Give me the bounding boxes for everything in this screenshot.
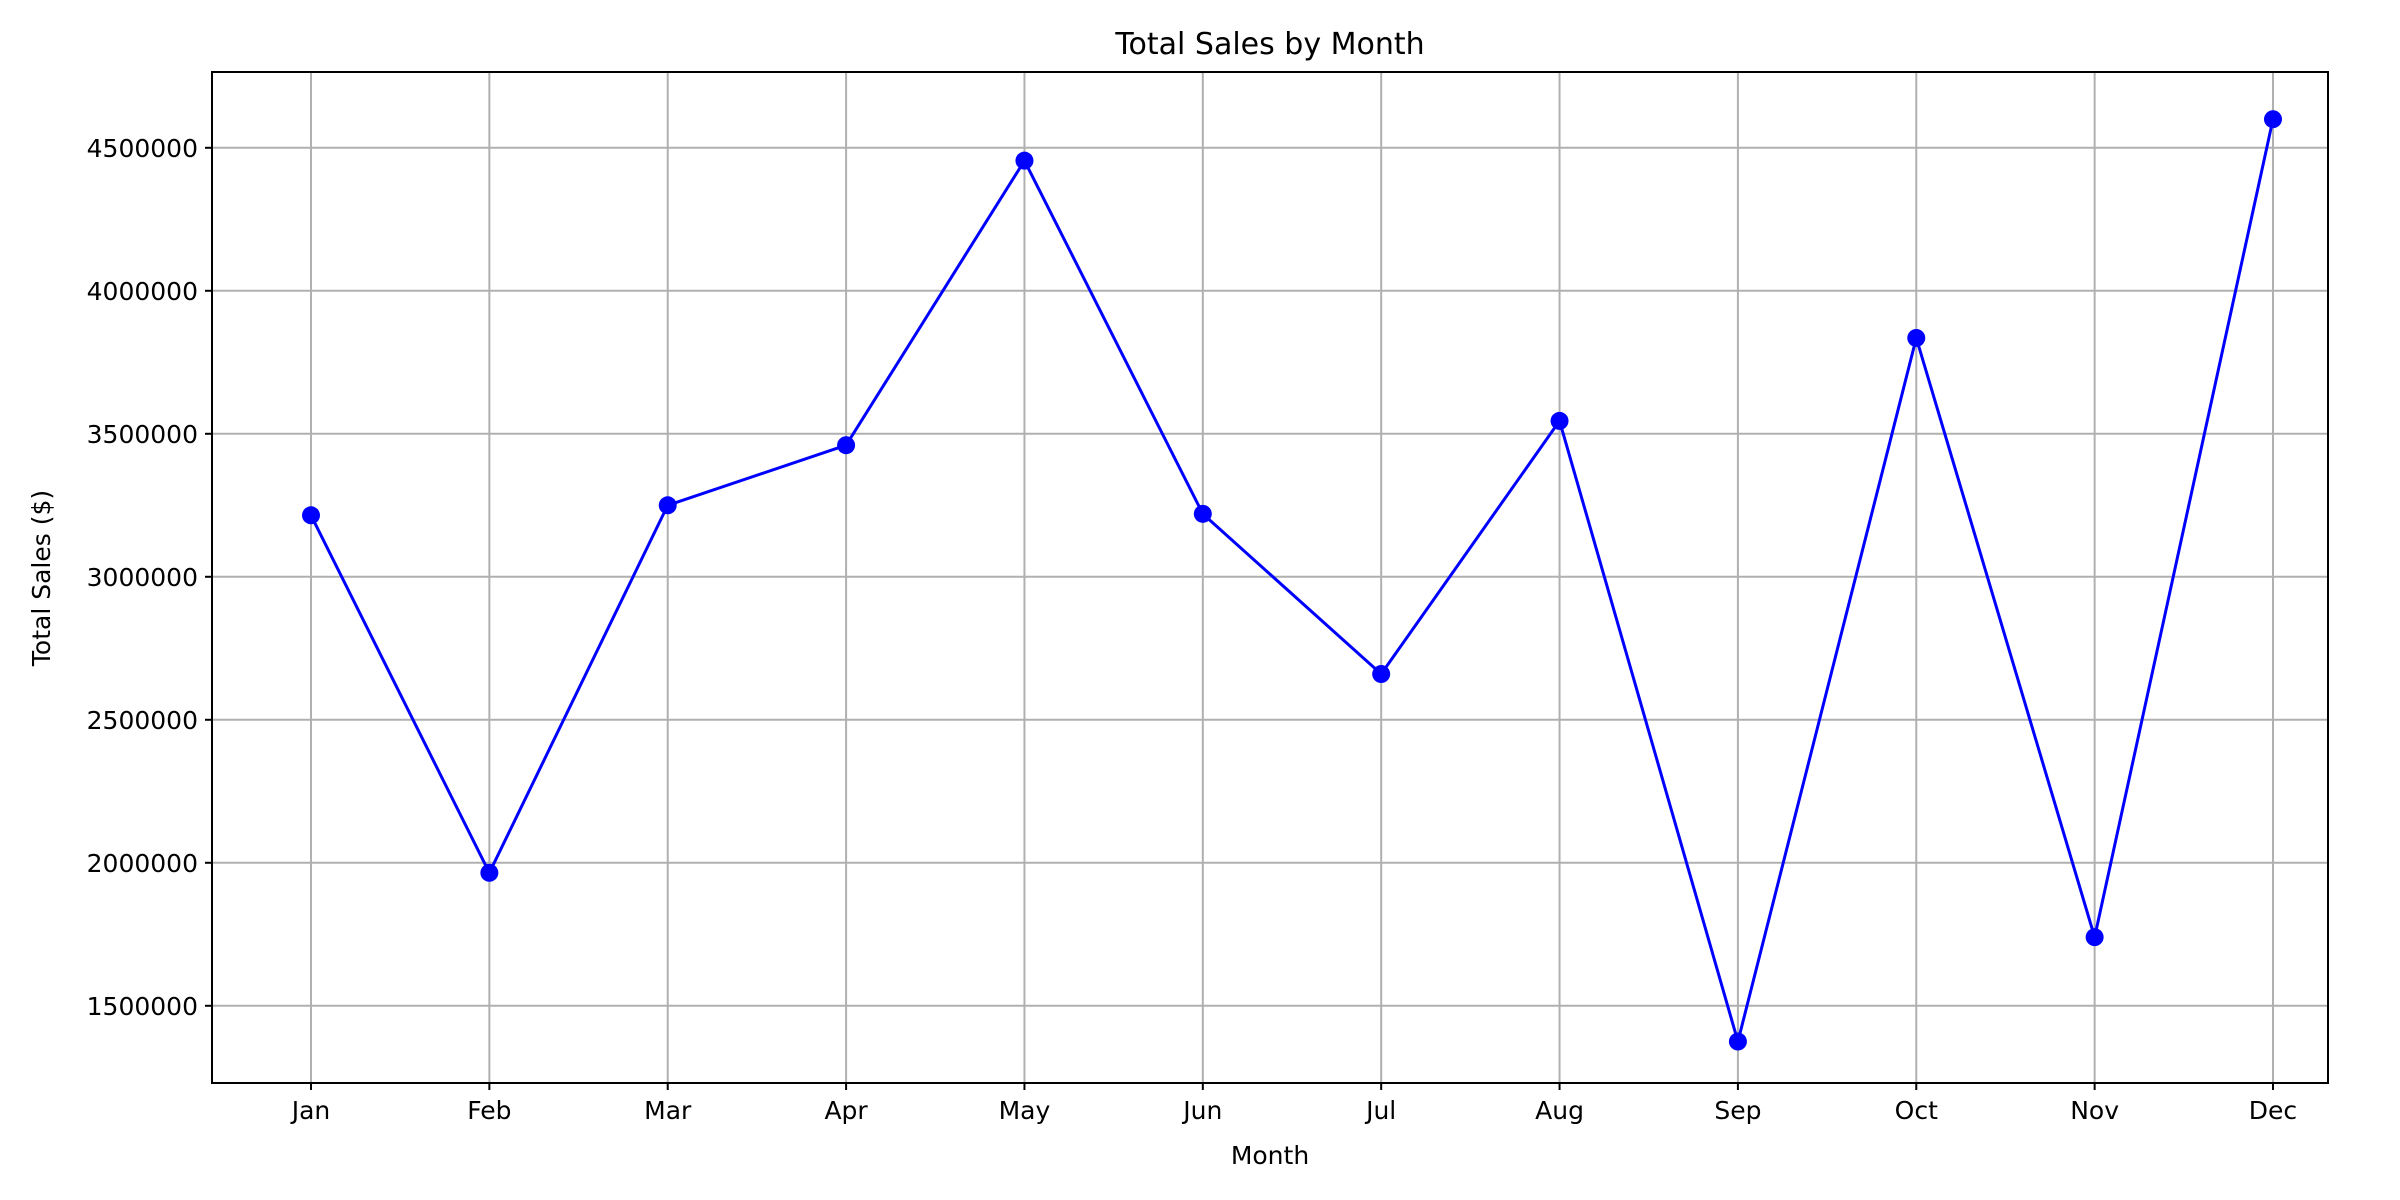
data-point-apr <box>837 436 856 455</box>
y-tick-label: 3500000 <box>87 420 198 449</box>
data-point-oct <box>1907 328 1926 347</box>
x-tick-label: Sep <box>1714 1096 1761 1125</box>
y-tick-label: 4000000 <box>87 277 198 306</box>
y-axis-label: Total Sales ($) <box>27 490 56 667</box>
data-point-dec <box>2264 110 2282 129</box>
data-point-sep <box>1728 1032 1747 1051</box>
data-point-feb <box>480 863 499 882</box>
ticks-layer: Jan Feb Mar Apr May Jun Jul Aug Sep Oct Nov Dec 1500… <box>87 134 2298 1125</box>
x-tick-label: Aug <box>1535 1096 1584 1125</box>
y-tick-label: 4500000 <box>87 134 198 163</box>
data-point-aug <box>1550 411 1569 430</box>
data-point-jul <box>1372 665 1391 684</box>
grid-layer <box>212 72 2328 1083</box>
x-tick-label: Dec <box>2249 1096 2297 1125</box>
x-tick-label: Mar <box>644 1096 692 1125</box>
x-tick-label: Feb <box>467 1096 511 1125</box>
x-tick-label: Oct <box>1895 1096 1938 1125</box>
x-tick-label: May <box>999 1096 1051 1125</box>
data-point-may <box>1015 151 1034 170</box>
x-tick-label: Jan <box>290 1096 331 1125</box>
y-tick-label: 1500000 <box>87 992 198 1021</box>
x-tick-label: Jun <box>1181 1096 1222 1125</box>
data-point-mar <box>658 496 677 515</box>
series-line <box>309 118 2275 1044</box>
x-tick-label: Jul <box>1364 1096 1396 1125</box>
data-point-jun <box>1193 504 1212 523</box>
y-tick-label: 2500000 <box>87 706 198 735</box>
x-tick-label: Apr <box>824 1096 868 1125</box>
series-layer <box>302 110 2282 1051</box>
x-tick-label: Nov <box>2070 1096 2119 1125</box>
data-point-jan <box>302 506 320 525</box>
y-tick-label: 3000000 <box>87 563 198 592</box>
data-point-nov <box>2085 928 2104 947</box>
y-tick-label: 2000000 <box>87 849 198 878</box>
x-axis-label: Month <box>1231 1141 1309 1170</box>
chart-title: Total Sales by Month <box>1114 27 1424 62</box>
